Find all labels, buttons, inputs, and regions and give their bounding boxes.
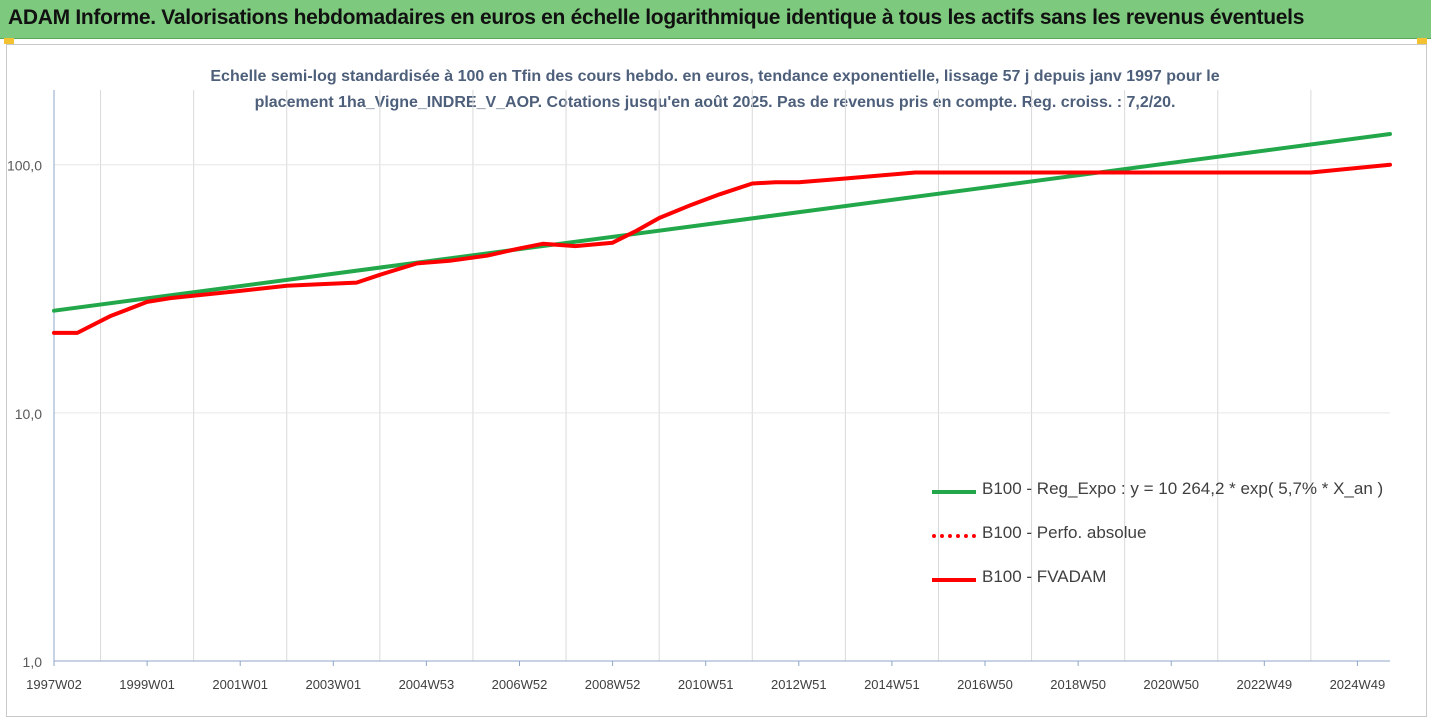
series-line-2 <box>52 162 1392 335</box>
x-tick-label-5: 2006W52 <box>492 677 548 692</box>
corner-marker-right <box>1417 38 1427 44</box>
x-tick-label-11: 2018W50 <box>1050 677 1106 692</box>
chart-frame <box>6 44 1427 717</box>
y-tick-label-1: 10,0 <box>15 406 42 422</box>
legend-swatch-0 <box>932 490 976 494</box>
legend-swatch-2 <box>932 578 976 582</box>
x-tick-label-13: 2022W49 <box>1236 677 1292 692</box>
corner-marker-left <box>4 38 14 44</box>
x-tick-label-2: 2001W01 <box>212 677 268 692</box>
y-tick-label-2: 100,0 <box>7 158 42 174</box>
x-tick-label-10: 2016W50 <box>957 677 1013 692</box>
legend-label-2: B100 - FVADAM <box>982 567 1107 586</box>
chart-title: Echelle semi-log standardisée à 100 en T… <box>150 64 1280 116</box>
series-line-0 <box>52 132 1392 313</box>
x-tick-label-14: 2024W49 <box>1330 677 1386 692</box>
x-tick-label-9: 2014W51 <box>864 677 920 692</box>
x-tick-label-12: 2020W50 <box>1143 677 1199 692</box>
x-tick-label-4: 2004W53 <box>399 677 455 692</box>
x-tick-label-0: 1997W02 <box>26 677 82 692</box>
y-tick-label-0: 1,0 <box>23 654 43 670</box>
x-tick-label-7: 2010W51 <box>678 677 734 692</box>
legend-label-0: B100 - Reg_Expo : y = 10 264,2 * exp( 5,… <box>982 479 1384 498</box>
chart-title-line-1: Echelle semi-log standardisée à 100 en T… <box>210 68 1220 85</box>
header-banner: ADAM Informe. Valorisations hebdomadaire… <box>0 0 1431 39</box>
legend-label-1: B100 - Perfo. absolue <box>982 523 1147 542</box>
page-title: ADAM Informe. Valorisations hebdomadaire… <box>8 6 1305 29</box>
x-tick-label-6: 2008W52 <box>585 677 641 692</box>
legend-swatch-1 <box>932 534 976 538</box>
x-tick-label-1: 1999W01 <box>119 677 175 692</box>
x-tick-label-3: 2003W01 <box>305 677 361 692</box>
x-tick-label-8: 2012W51 <box>771 677 827 692</box>
chart-title-line-2: placement 1ha_Vigne_INDRE_V_AOP. Cotatio… <box>254 94 1176 111</box>
